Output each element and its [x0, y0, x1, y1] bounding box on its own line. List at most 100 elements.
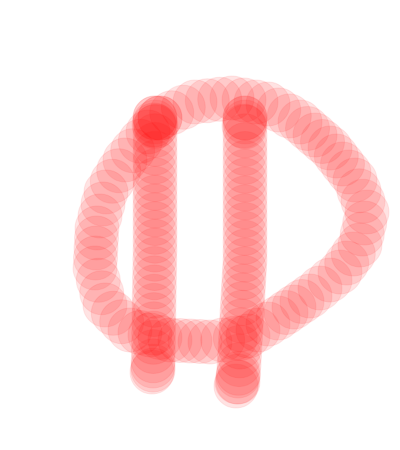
brush-dot: [132, 130, 178, 176]
brush-dot: [132, 99, 178, 145]
brush-dot: [89, 158, 135, 204]
brush-dot: [222, 237, 268, 283]
brush-dot: [337, 222, 383, 268]
brush-dot: [83, 169, 129, 215]
brush-dot: [222, 113, 268, 159]
brush-dot: [172, 79, 218, 125]
brush-dot: [222, 175, 268, 221]
brush-dot: [256, 87, 302, 133]
brush-dot: [225, 313, 271, 359]
brush-dot: [131, 282, 177, 328]
brush-dot: [132, 104, 178, 150]
brush-dot: [132, 95, 178, 141]
brush-dot: [127, 312, 173, 358]
brush-dot: [131, 264, 177, 310]
brush-dot: [131, 310, 177, 356]
brush-dot: [222, 228, 268, 274]
brush-dot: [132, 255, 177, 301]
brush-dot: [117, 118, 163, 164]
brush-dot: [307, 125, 353, 171]
brush-dot: [222, 193, 268, 239]
brush-dot: [132, 113, 178, 159]
brush-dot: [216, 350, 261, 396]
brush-dot: [131, 292, 177, 338]
brush-dot: [130, 347, 176, 393]
brush-dot: [137, 315, 183, 360]
brush-dot: [117, 310, 163, 355]
brush-dot: [287, 273, 333, 319]
brush-dot: [344, 189, 390, 235]
brush-dot: [245, 81, 291, 127]
brush-dot: [132, 246, 178, 291]
brush-dot: [125, 109, 171, 155]
brush-dot: [220, 272, 266, 318]
brush-dot: [216, 342, 262, 388]
brush-dot: [132, 218, 178, 264]
brush-dot: [332, 157, 378, 203]
brush-dot: [157, 318, 203, 363]
brush-dot: [132, 95, 178, 141]
brush-dot: [132, 139, 178, 185]
brush-dot: [222, 166, 268, 212]
brush-dot: [222, 219, 268, 265]
brush-dot: [222, 148, 268, 194]
brush-dot: [167, 318, 213, 364]
brush-dot: [200, 317, 246, 363]
brush-dot: [313, 133, 359, 179]
brush-dot: [266, 93, 312, 139]
brush-dot: [72, 245, 118, 291]
brush-dot: [220, 281, 265, 327]
brush-dot: [233, 79, 279, 125]
brush-dot: [147, 317, 193, 363]
brush-dot: [131, 273, 177, 319]
brush-dot: [187, 319, 233, 365]
brush-dot: [132, 201, 178, 247]
brush-dot: [132, 174, 178, 220]
brush-dot: [217, 324, 263, 370]
brush-dot: [217, 333, 262, 379]
brush-dot: [160, 84, 206, 130]
brush-dot: [130, 329, 176, 374]
brush-dot: [222, 139, 268, 185]
brush-dot: [263, 290, 309, 335]
brush-dot: [277, 99, 323, 145]
brush-dot: [107, 307, 153, 353]
brush-dot: [222, 157, 268, 203]
brush-dot: [133, 103, 179, 149]
brush-dot: [279, 279, 325, 324]
brush-dot: [222, 95, 268, 141]
brush-dot: [255, 295, 301, 341]
brush-dot: [221, 263, 266, 309]
brush-dot: [132, 183, 178, 229]
brush-dot: [214, 359, 260, 405]
brush-dot: [326, 149, 372, 195]
brush-dot: [132, 236, 178, 282]
brush-dot: [222, 104, 268, 150]
brush-dot: [80, 181, 126, 227]
brush-dot: [96, 148, 142, 194]
brush-dot: [132, 192, 178, 238]
brush-dot: [79, 270, 125, 316]
brush-dot: [132, 121, 178, 167]
brush-dot: [130, 343, 176, 389]
brush-dot: [215, 353, 261, 399]
brush-dot: [218, 307, 264, 353]
brush-dot: [219, 298, 264, 344]
brush-dot: [222, 131, 268, 176]
brush-dot: [221, 77, 267, 123]
brush-dot: [215, 359, 261, 405]
brush-dot: [110, 128, 156, 174]
brush-dot: [74, 205, 120, 251]
brush-dot: [74, 215, 119, 261]
brush-dot: [235, 307, 281, 353]
brush-dot: [245, 301, 291, 347]
brush-dot: [285, 106, 330, 151]
brush-dot: [218, 315, 263, 361]
brush-dot: [222, 210, 268, 256]
brush-dot: [307, 257, 353, 303]
brush-dot: [137, 95, 183, 141]
brush-dot: [213, 363, 259, 409]
brush-dot: [222, 184, 268, 230]
brush-dot: [132, 148, 178, 194]
